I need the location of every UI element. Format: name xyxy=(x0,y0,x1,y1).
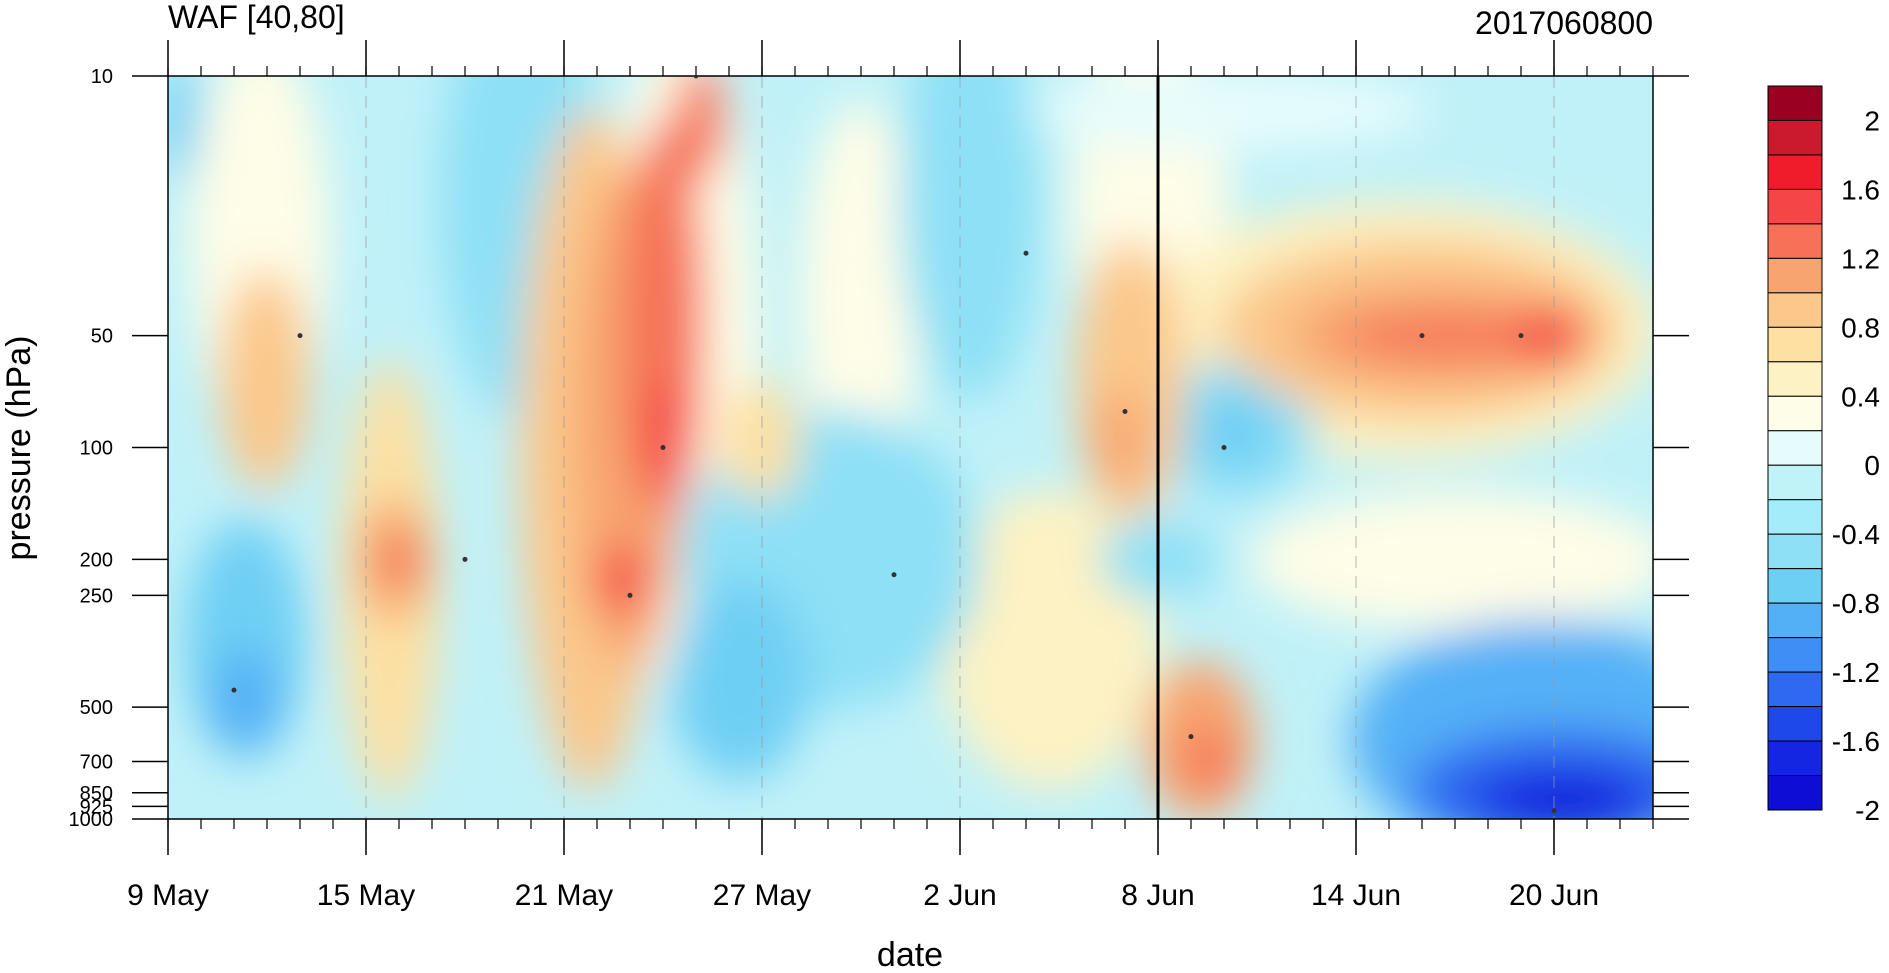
colorbar-swatch xyxy=(1767,223,1823,259)
colorbar-label: -0.4 xyxy=(1832,519,1880,550)
colorbar-swatch xyxy=(1767,85,1823,121)
feature-point xyxy=(693,76,699,79)
feature-point xyxy=(891,572,897,578)
colorbar-swatch xyxy=(1767,361,1823,397)
y-tick-label: 1000 xyxy=(69,809,114,831)
y-tick-label: 925 xyxy=(80,796,113,818)
x-tick-label: 21 May xyxy=(515,879,613,912)
y-tick-label: 250 xyxy=(80,585,113,607)
x-tick-label: 20 Jun xyxy=(1509,879,1599,912)
colorbar-label: 2 xyxy=(1864,105,1880,136)
colorbar-label: 0 xyxy=(1864,450,1880,481)
feature-point xyxy=(297,333,303,339)
y-tick-label: 10 xyxy=(91,66,113,88)
colorbar-swatch xyxy=(1767,499,1823,535)
x-axis: 9 May 15 May 21 May 27 May 2 Jun 8 Jun 14 Jun 2… xyxy=(127,40,1599,912)
colorbar-label: -1.6 xyxy=(1832,726,1880,757)
colorbar-label: 0.8 xyxy=(1841,312,1880,343)
colorbar-swatch xyxy=(1767,602,1823,639)
x-tick-label: 9 May xyxy=(127,879,209,912)
feature-point xyxy=(1122,408,1128,414)
x-tick-label: 14 Jun xyxy=(1311,879,1401,912)
field-features xyxy=(231,76,1557,814)
colorbar-swatch xyxy=(1767,706,1823,742)
x-tick-label: 27 May xyxy=(713,879,811,912)
feature-point xyxy=(1518,333,1524,339)
colorbar-label: -2 xyxy=(1855,795,1880,826)
y-tick-label: 500 xyxy=(80,697,113,719)
y-tick-label: 100 xyxy=(80,438,113,460)
colorbar-swatch xyxy=(1767,119,1823,156)
chart-title-left: WAF [40,80] xyxy=(168,0,345,35)
colorbar-swatch xyxy=(1767,740,1823,777)
colorbar-label: 1.6 xyxy=(1841,174,1880,205)
feature-point xyxy=(231,687,237,693)
colorbar-label: -0.8 xyxy=(1832,588,1880,619)
colorbar-swatch xyxy=(1767,257,1823,294)
feature-point xyxy=(627,592,633,598)
colorbar-swatch xyxy=(1767,775,1823,811)
y-tick-label: 700 xyxy=(80,751,113,773)
y-tick-label: 850 xyxy=(80,783,113,805)
colorbar-swatch xyxy=(1767,568,1823,604)
colorbar-swatch xyxy=(1767,464,1823,501)
feature-point xyxy=(660,445,666,450)
y-tick-label: 50 xyxy=(91,326,113,348)
colorbar-swatch xyxy=(1767,671,1823,708)
colorbar-swatch xyxy=(1767,533,1823,570)
feature-point xyxy=(1023,250,1029,256)
feature-point xyxy=(462,556,468,562)
x-axis-label: date xyxy=(877,936,943,968)
date-gridlines xyxy=(365,76,1555,819)
contour-field xyxy=(168,76,1653,819)
feature-point xyxy=(1551,808,1557,814)
colorbar-label: -1.2 xyxy=(1832,657,1880,688)
x-tick-label: 8 Jun xyxy=(1121,879,1194,912)
feature-point xyxy=(1419,333,1425,339)
feature-point xyxy=(1221,445,1227,450)
x-tick-label: 15 May xyxy=(317,879,415,912)
colorbar-label: 1.2 xyxy=(1841,243,1880,274)
colorbar-swatch xyxy=(1767,637,1823,673)
colorbar-swatch xyxy=(1767,188,1823,225)
colorbar-swatch xyxy=(1767,326,1823,363)
chart-title-right: 2017060800 xyxy=(1475,5,1653,41)
y-tick-label: 200 xyxy=(80,549,113,571)
colorbar-swatch xyxy=(1767,430,1823,466)
colorbar: 2 1.6 1.2 0.8 0.4 0 -0.4 -0.8 -1.2 -1.6 -2 xyxy=(1767,85,1880,826)
y-axis-label: pressure (hPa) xyxy=(0,336,38,561)
colorbar-label: 0.4 xyxy=(1841,381,1880,412)
feature-point xyxy=(1188,734,1194,740)
colorbar-swatch xyxy=(1767,154,1823,190)
colorbar-swatch xyxy=(1767,395,1823,432)
colorbar-swatch xyxy=(1767,292,1823,328)
x-tick-label: 2 Jun xyxy=(923,879,996,912)
